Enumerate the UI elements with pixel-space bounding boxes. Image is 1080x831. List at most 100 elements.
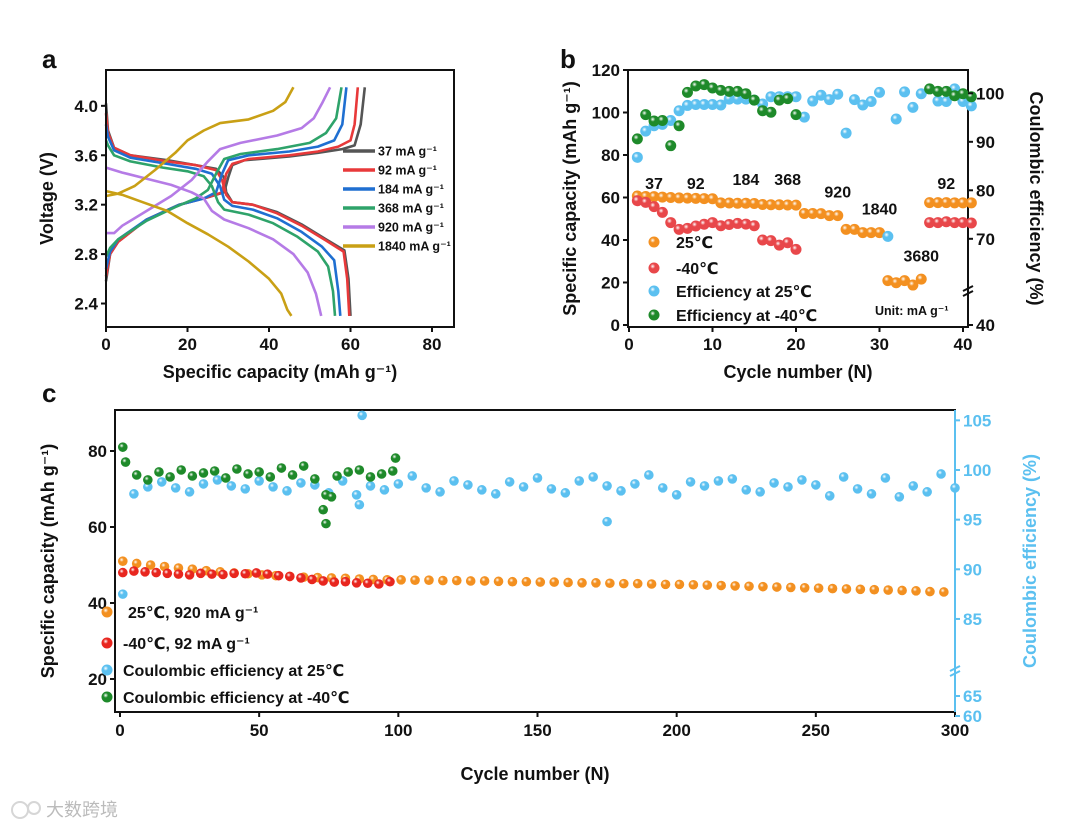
data-point-c-2 (212, 475, 223, 485)
data-point-b-0 (823, 210, 835, 222)
data-point-b-0 (915, 273, 927, 285)
data-point-c-0 (758, 581, 768, 592)
data-point-b-3 (924, 83, 936, 95)
y-tick-label: 20 (601, 274, 620, 293)
y-tick-label: 2.8 (74, 245, 98, 264)
data-point-c-2 (811, 480, 821, 490)
data-point-b-0 (957, 197, 969, 209)
data-point-c-0 (688, 579, 699, 590)
legend-label: 368 mA g⁻¹ (378, 202, 444, 216)
data-point-b-2 (890, 113, 902, 125)
data-point-c-1 (262, 569, 273, 579)
axis-break-icon (949, 665, 961, 677)
data-point-c-2 (435, 487, 445, 497)
data-point-b-0 (890, 277, 902, 289)
data-point-c-2 (880, 473, 891, 483)
legend-marker (101, 691, 113, 703)
curve-discharge-4 (105, 166, 323, 317)
y-tick-label: 3.2 (74, 196, 98, 215)
rate-label: 1840 (862, 202, 898, 219)
data-point-b-0 (681, 192, 693, 204)
data-point-b-2 (790, 91, 802, 103)
data-point-c-0 (646, 579, 657, 589)
data-point-c-1 (117, 567, 128, 578)
data-point-c-0 (479, 576, 490, 586)
data-point-b-0 (840, 223, 852, 235)
data-point-b-0 (857, 227, 869, 239)
data-point-c-1 (162, 568, 173, 579)
data-point-c-0 (424, 575, 434, 585)
data-point-c-1 (307, 574, 317, 585)
x-tick-label: 40 (260, 335, 279, 354)
data-point-c-3 (376, 469, 387, 479)
data-point-b-0 (949, 197, 961, 209)
data-point-c-0 (438, 575, 448, 586)
data-point-b-0 (665, 192, 677, 203)
data-point-c-2 (838, 472, 849, 482)
data-point-c-1 (195, 568, 206, 579)
data-point-c-1 (340, 576, 351, 587)
data-point-c-2 (477, 485, 487, 495)
data-point-b-2 (874, 86, 885, 98)
data-point-c-0 (591, 578, 601, 588)
data-point-c-0 (535, 577, 546, 587)
data-point-c-3 (131, 470, 142, 480)
data-point-c-3 (165, 472, 175, 482)
data-point-b-2 (640, 125, 652, 137)
data-point-b-2 (665, 114, 677, 126)
y2-tick-label: 90 (963, 560, 982, 579)
data-point-b-1 (640, 196, 652, 208)
data-point-c-1 (385, 576, 395, 587)
curve-discharge-2 (104, 124, 342, 317)
data-point-c-0 (396, 575, 406, 585)
data-point-c-2 (490, 489, 501, 499)
data-point-b-0 (865, 227, 877, 239)
data-point-b-2 (932, 95, 944, 107)
data-point-c-2 (769, 478, 779, 488)
data-point-c-0 (465, 576, 476, 586)
data-point-c-3 (232, 464, 242, 474)
axis-break-icon (962, 285, 974, 297)
data-point-c-2 (393, 479, 404, 489)
data-point-b-0 (965, 197, 977, 209)
data-point-b-0 (907, 279, 919, 291)
data-point-b-1 (698, 218, 710, 230)
data-point-c-2 (685, 477, 696, 487)
legend-label: Coulombic efficiency at -40℃ (123, 690, 350, 707)
y2-tick-label: 80 (976, 181, 995, 200)
data-point-c-0 (618, 578, 629, 589)
data-point-b-3 (723, 85, 735, 97)
legend-marker (101, 664, 113, 676)
data-point-c-0 (507, 576, 518, 587)
y2-tick-label: 100 (976, 84, 1004, 103)
data-point-b-0 (748, 197, 760, 209)
data-point-c-0 (117, 556, 128, 566)
panel-label-a: a (42, 44, 57, 74)
data-point-c-0 (883, 585, 893, 595)
data-point-b-2 (673, 105, 685, 117)
data-point-c-1 (329, 577, 340, 587)
data-point-c-2 (365, 481, 376, 491)
data-point-c-0 (855, 584, 866, 595)
y-axis-label: Specific capacity (mAh g⁻¹) (560, 81, 580, 316)
legend-marker (648, 236, 660, 248)
y2-tick-label: 90 (976, 133, 995, 152)
data-point-c-0 (730, 581, 740, 591)
data-point-c-1 (140, 567, 150, 577)
data-point-c-2 (504, 477, 515, 487)
data-point-c-2 (129, 489, 139, 499)
data-point-b-3 (765, 106, 777, 118)
data-point-c-2 (546, 484, 557, 494)
data-point-c-2 (170, 483, 181, 493)
data-point-b-2 (765, 91, 777, 103)
x-axis-label: Specific capacity (mAh g⁻¹) (163, 362, 398, 382)
legend-label: 184 mA g⁻¹ (378, 183, 444, 197)
x-tick-label: 30 (870, 335, 889, 354)
legend-label: 37 mA g⁻¹ (378, 145, 437, 159)
data-point-c-2 (866, 489, 877, 499)
legend-label: 920 mA g⁻¹ (378, 221, 444, 235)
legend-label: 1840 mA g⁻¹ (378, 240, 451, 254)
data-point-b-0 (899, 275, 911, 287)
data-point-b-3 (715, 84, 727, 96)
data-point-c-3 (209, 466, 220, 476)
